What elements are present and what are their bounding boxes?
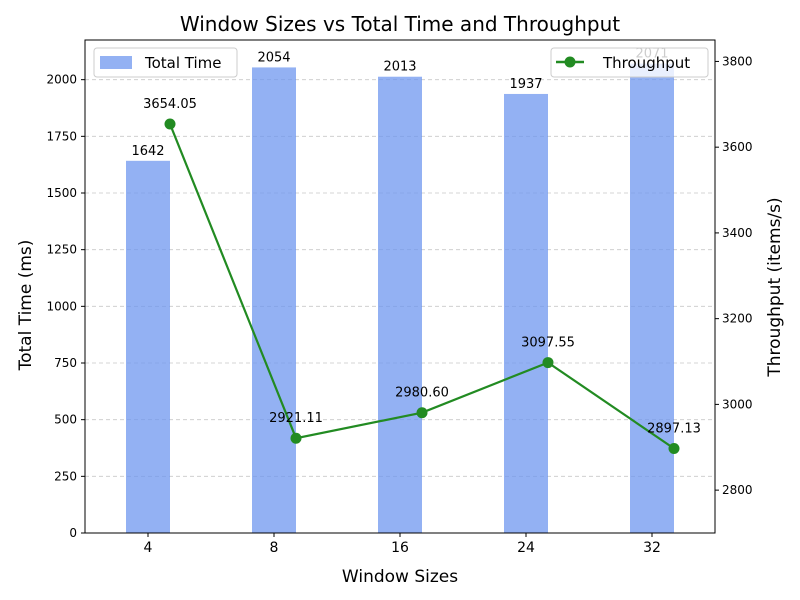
throughput-value-label: 3097.55 bbox=[521, 336, 575, 351]
x-axis-title: Window Sizes bbox=[342, 567, 458, 587]
legend-throughput-label: Throughput bbox=[602, 54, 690, 72]
right-axis: 2800 3000 3200 3400 3600 3800 bbox=[715, 54, 753, 497]
bar-value-label: 1937 bbox=[509, 77, 542, 92]
left-axis-tick-label: 500 bbox=[54, 413, 77, 427]
x-axis-tick-label: 32 bbox=[643, 540, 661, 556]
right-axis-tick-label: 2800 bbox=[722, 483, 753, 497]
legend-total-time: Total Time bbox=[93, 47, 238, 78]
throughput-value-label: 2980.60 bbox=[395, 386, 449, 401]
chart-title: Window Sizes vs Total Time and Throughpu… bbox=[180, 12, 620, 36]
throughput-point bbox=[290, 432, 302, 444]
legend-total-time-label: Total Time bbox=[144, 54, 222, 72]
throughput-point bbox=[164, 118, 176, 130]
bar-value-label: 2054 bbox=[257, 50, 290, 65]
bar-total-time bbox=[630, 63, 674, 533]
left-axis-tick-label: 1250 bbox=[46, 243, 77, 257]
bars bbox=[126, 63, 674, 534]
right-axis-title: Throughput (items/s) bbox=[765, 197, 785, 377]
throughput-value-label: 2897.13 bbox=[647, 421, 701, 436]
bar-total-time bbox=[378, 76, 422, 533]
bar-total-time bbox=[504, 93, 548, 534]
bar-value-label: 2013 bbox=[383, 60, 416, 75]
x-axis-tick-label: 24 bbox=[517, 540, 535, 556]
x-axis-tick-label: 16 bbox=[391, 540, 409, 556]
x-axis-tick-label: 8 bbox=[270, 540, 279, 556]
legend-total-time-swatch bbox=[100, 56, 132, 69]
throughput-point bbox=[668, 442, 680, 454]
throughput-value-label: 2921.11 bbox=[269, 411, 323, 426]
left-axis-tick-label: 1750 bbox=[46, 129, 77, 143]
data-labels: 164220542013193720713654.052921.112980.6… bbox=[131, 47, 700, 437]
throughput-line-group bbox=[164, 118, 680, 454]
throughput-value-label: 3654.05 bbox=[143, 97, 197, 112]
x-axis: 4 8 16 24 32 bbox=[144, 533, 661, 556]
right-axis-tick-label: 3000 bbox=[722, 397, 753, 411]
bar-total-time bbox=[126, 160, 170, 533]
bar-total-time bbox=[252, 67, 296, 533]
right-axis-tick-label: 3800 bbox=[722, 54, 753, 68]
legend-throughput: Throughput bbox=[550, 47, 709, 78]
right-axis-tick-label: 3600 bbox=[722, 140, 753, 154]
bar-value-label: 1642 bbox=[131, 144, 164, 159]
left-axis-tick-label: 750 bbox=[54, 356, 77, 370]
left-axis-title: Total Time (ms) bbox=[16, 240, 36, 372]
legend-throughput-marker bbox=[564, 56, 576, 68]
left-axis-tick-label: 1000 bbox=[46, 299, 77, 313]
right-axis-tick-label: 3200 bbox=[722, 312, 753, 326]
left-axis-tick-label: 2000 bbox=[46, 73, 77, 87]
left-axis-tick-label: 250 bbox=[54, 469, 77, 483]
x-axis-tick-label: 4 bbox=[144, 540, 153, 556]
left-axis: 0 250 500 750 1000 1250 1500 1750 2000 bbox=[46, 73, 85, 540]
throughput-point bbox=[416, 407, 428, 419]
throughput-point bbox=[542, 357, 554, 369]
right-axis-tick-label: 3400 bbox=[722, 226, 753, 240]
left-axis-tick-label: 1500 bbox=[46, 186, 77, 200]
left-axis-tick-label: 0 bbox=[69, 526, 77, 540]
